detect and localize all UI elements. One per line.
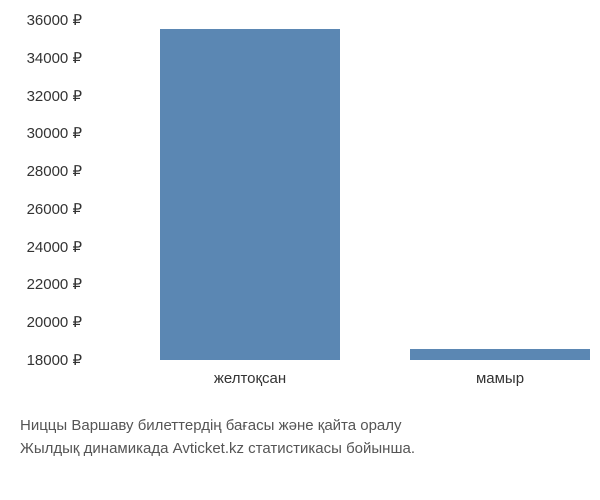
x-tick-label: желтоқсан [214, 370, 286, 387]
chart-container: 18000 ₽ 20000 ₽ 22000 ₽ 24000 ₽ 26000 ₽ 28000… [0, 20, 600, 400]
y-tick-label: 32000 ₽ [27, 87, 82, 105]
y-tick-label: 20000 ₽ [27, 313, 82, 331]
caption-line-2: Жылдық динамикада Avticket.kz статистика… [20, 438, 415, 461]
y-tick-label: 34000 ₽ [27, 49, 82, 67]
y-axis: 18000 ₽20000 ₽22000 ₽24000 ₽26000 ₽28000… [0, 20, 90, 360]
bar [410, 349, 590, 360]
y-tick-label: 24000 ₽ [27, 238, 82, 256]
x-tick-label: мамыр [476, 370, 524, 387]
y-tick-label: 30000 ₽ [27, 124, 82, 142]
y-tick-label: 22000 ₽ [27, 275, 82, 293]
bar [160, 29, 340, 360]
y-tick-label: 36000 ₽ [27, 11, 82, 29]
plot-area [90, 20, 580, 360]
y-tick-label: 26000 ₽ [27, 200, 82, 218]
y-tick-label: 18000 ₽ [27, 351, 82, 369]
chart-caption: Ниццы Варшаву билеттердің бағасы және қа… [20, 415, 415, 460]
caption-line-1: Ниццы Варшаву билеттердің бағасы және қа… [20, 415, 415, 438]
y-tick-label: 28000 ₽ [27, 162, 82, 180]
x-axis-labels: желтоқсан мамыр [90, 370, 580, 400]
